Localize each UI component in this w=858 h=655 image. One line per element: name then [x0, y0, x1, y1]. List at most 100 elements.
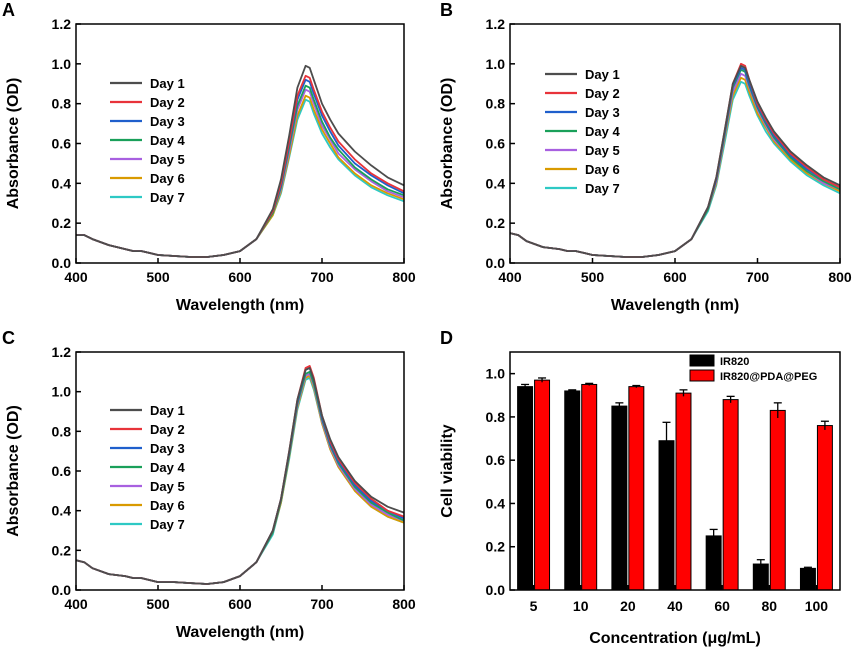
panel-c: C 0.0 0.2 0.4 0.6 0.8 1.0 1.2 Absorbance (OD) 400… — [2, 328, 416, 641]
x-tick-label: 100 — [805, 598, 829, 614]
legend-label: IR820 — [720, 356, 749, 368]
series-line-day-2 — [75, 365, 405, 585]
panel-letter: B — [440, 0, 453, 20]
legend-label: Day 4 — [585, 124, 620, 139]
legend-label: Day 4 — [150, 460, 185, 475]
legend-label: Day 5 — [150, 479, 185, 494]
plot-frame — [75, 351, 405, 591]
legend-label: Day 6 — [150, 171, 185, 186]
y-tick-label: 0.4 — [52, 175, 72, 191]
y-tick-label: 0.8 — [486, 409, 506, 425]
series-line-day-3 — [75, 367, 405, 585]
x-tick-label: 500 — [146, 269, 170, 285]
legend-label: Day 3 — [150, 114, 185, 129]
plot-frame — [509, 351, 841, 591]
y-tick-label: 0.6 — [52, 463, 72, 479]
bar-ir820 — [517, 386, 534, 591]
y-tick-label: 0.2 — [486, 215, 506, 231]
series-line-day-1 — [76, 64, 405, 258]
legend-label: Day 5 — [150, 152, 185, 167]
x-tick-label: 40 — [667, 598, 683, 614]
legend-label: Day 2 — [150, 95, 185, 110]
legend-label: Day 7 — [150, 190, 185, 205]
legend-swatch — [689, 369, 715, 382]
bar-ir820 — [611, 405, 628, 591]
y-tick-label: 0.2 — [52, 542, 72, 558]
plot-frame — [75, 23, 405, 264]
legend-label: Day 6 — [150, 498, 185, 513]
legend-label: Day 6 — [585, 162, 620, 177]
y-tick-label: 0.6 — [486, 136, 506, 152]
panel-letter: A — [2, 0, 15, 20]
legend-label: Day 1 — [150, 76, 185, 91]
x-tick-label: 800 — [392, 596, 416, 612]
series-line-day-6 — [509, 76, 841, 258]
x-tick-label: 10 — [573, 598, 589, 614]
x-tick-label: 80 — [761, 598, 777, 614]
panel-d: D 0.0 0.2 0.4 0.6 0.8 1.0 Cell viability 5 10 20 40… — [439, 328, 841, 647]
y-tick-label: 0.2 — [52, 215, 72, 231]
legend-swatch — [689, 354, 715, 367]
x-tick-label: 400 — [64, 596, 88, 612]
x-tick-label: 60 — [714, 598, 730, 614]
x-tick-label: 800 — [392, 269, 416, 285]
y-tick-label: 0.8 — [486, 96, 506, 112]
x-tick-label: 600 — [228, 269, 252, 285]
bar-ir820 — [658, 440, 675, 591]
bar-ir820-pda-peg — [675, 392, 692, 591]
legend-label: Day 7 — [150, 517, 185, 532]
bar-ir820 — [799, 567, 816, 591]
y-tick-label: 1.0 — [52, 384, 72, 400]
y-tick-label: 0.2 — [486, 539, 506, 555]
legend-label: Day 2 — [585, 86, 620, 101]
x-axis-title: Wavelength (nm) — [176, 297, 304, 314]
legend-label: Day 1 — [150, 403, 185, 418]
x-tick-label: 800 — [828, 269, 852, 285]
legend-label: Day 1 — [585, 67, 620, 82]
bar-ir820-pda-peg — [534, 379, 551, 591]
bar-ir820-pda-peg — [581, 383, 598, 591]
series-line-day-5 — [509, 72, 841, 258]
bar-ir820-pda-peg — [816, 425, 833, 591]
panel-a: A 0.0 0.2 0.4 0.6 0.8 1.0 1.2 Absorbance (OD) 400… — [2, 0, 416, 314]
x-tick-label: 500 — [581, 269, 605, 285]
legend-label: IR820@PDA@PEG — [720, 371, 817, 383]
legend-label: Day 3 — [585, 105, 620, 120]
x-tick-label: 5 — [530, 598, 538, 614]
y-tick-label: 0.8 — [52, 96, 72, 112]
y-tick-label: 0.4 — [52, 503, 72, 519]
y-tick-label: 1.0 — [486, 56, 506, 72]
x-tick-label: 400 — [498, 269, 522, 285]
x-tick-label: 600 — [228, 596, 252, 612]
y-tick-label: 0.6 — [486, 452, 506, 468]
y-axis-title: Cell viability — [439, 424, 456, 517]
y-tick-label: 0.8 — [52, 423, 72, 439]
x-tick-label: 500 — [146, 596, 170, 612]
bar-ir820-pda-peg — [722, 399, 739, 591]
series-line-day-4 — [509, 68, 841, 258]
y-tick-label: 1.2 — [52, 16, 72, 32]
panel-letter: C — [2, 328, 15, 348]
x-tick-label: 700 — [746, 269, 770, 285]
panel-b: B 0.0 0.2 0.4 0.6 0.8 1.0 1.2 Absorbance (OD) 400… — [439, 0, 852, 314]
y-axis-title: Absorbance (OD) — [5, 405, 22, 537]
y-tick-label: 1.2 — [486, 16, 506, 32]
y-tick-label: 0.6 — [52, 136, 72, 152]
series-line-day-1 — [75, 367, 405, 585]
legend-label: Day 4 — [150, 133, 185, 148]
y-tick-label: 1.0 — [486, 366, 506, 382]
legend-label: Day 2 — [150, 422, 185, 437]
plot-frame — [509, 23, 841, 264]
x-tick-label: 400 — [64, 269, 88, 285]
y-tick-label: 0.0 — [52, 582, 72, 598]
y-tick-label: 0.0 — [52, 255, 72, 271]
x-tick-label: 700 — [310, 596, 334, 612]
y-tick-label: 0.0 — [486, 582, 506, 598]
legend-label: Day 5 — [585, 143, 620, 158]
legend-label: Day 7 — [585, 181, 620, 196]
x-axis-title: Concentration (μg/mL) — [589, 630, 761, 647]
x-axis-title: Wavelength (nm) — [176, 624, 304, 641]
x-axis-title: Wavelength (nm) — [611, 297, 739, 314]
x-tick-label: 600 — [663, 269, 687, 285]
